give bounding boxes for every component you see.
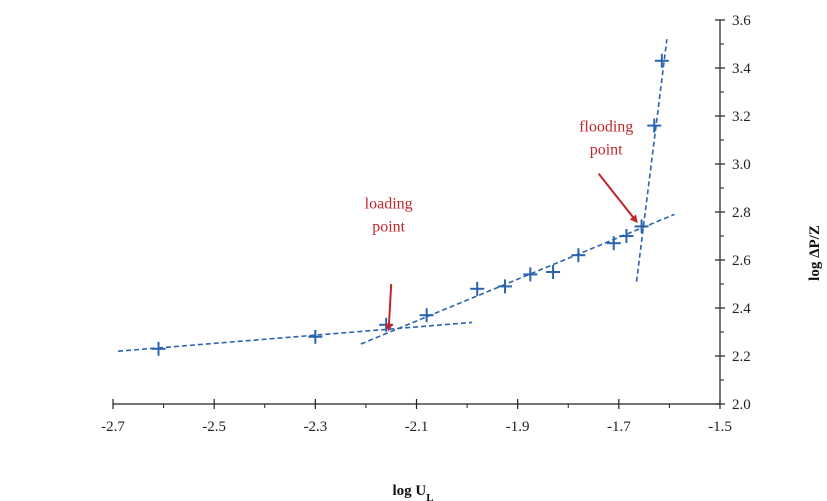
data-point [151,341,166,356]
annotation-arrow [385,283,394,332]
data-point [470,281,485,296]
y-tick-label: 2.4 [732,301,751,317]
trend-line [635,39,668,282]
data-point [654,53,669,68]
loading-point-annotation: loading point [365,195,413,332]
data-point [419,308,434,323]
data-point [546,265,561,279]
data-point [619,229,634,243]
y-tick-label: 2.8 [732,205,751,221]
x-axis-title: log UL [392,483,433,501]
data-point [634,219,649,234]
y-tick-label: 2.0 [732,397,751,413]
y-tick-label: 2.6 [732,253,751,269]
x-tick-label: -2.5 [202,419,226,435]
x-tick-label: -2.3 [303,419,327,435]
data-point [606,236,621,251]
trend-line [360,213,675,345]
y-tick-label: 3.4 [732,61,751,77]
y-tick-label: 3.2 [732,109,751,125]
x-tick-label: -1.5 [708,419,732,435]
trend-line [117,321,473,352]
x-tick-label: -2.1 [405,419,429,435]
x-tick-label: -1.7 [607,419,631,435]
y-tick-label: 3.0 [732,157,751,173]
annotation-text: loading [365,195,413,212]
annotation-text: flooding [579,119,633,136]
y-axis-title: log ΔP/Z [807,225,823,281]
x-tick-label: -1.9 [506,419,530,435]
y-tick-label: 3.6 [732,13,751,29]
data-point [523,267,538,282]
x-tick-label: -2.7 [101,419,125,435]
annotations: loading point flooding point [365,119,638,332]
data-point [571,248,586,263]
annotation-text: point [590,142,623,159]
annotation-text: point [372,218,405,235]
axes: -2.7 -2.5 -2.3 -2.1 -1.9 -1.7 -1.52.0 2.2 2.4 2.6… [101,13,751,435]
data-point [308,329,323,344]
annotation-arrow [597,172,638,224]
data-point [498,279,513,294]
flooding-point-annotation: flooding point [579,119,638,224]
data-point [647,118,662,133]
y-tick-label: 2.2 [732,349,751,365]
